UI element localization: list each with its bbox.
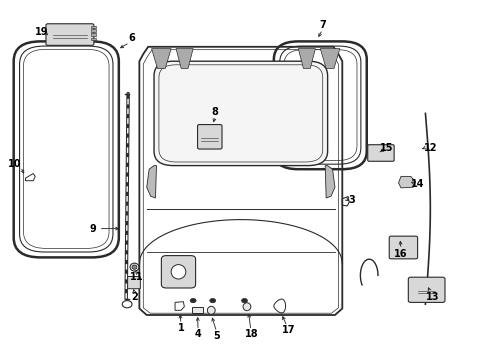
Text: 6: 6 — [128, 33, 135, 43]
Ellipse shape — [171, 265, 185, 279]
Text: 12: 12 — [423, 143, 436, 153]
Polygon shape — [176, 49, 193, 68]
Text: 8: 8 — [211, 107, 218, 117]
Circle shape — [122, 301, 132, 308]
Bar — [91, 38, 96, 40]
FancyBboxPatch shape — [154, 61, 327, 166]
Ellipse shape — [132, 265, 137, 269]
Text: 10: 10 — [8, 159, 21, 169]
Text: 9: 9 — [89, 224, 96, 234]
Text: 15: 15 — [379, 143, 392, 153]
Text: 2: 2 — [131, 292, 138, 302]
Text: 3: 3 — [348, 195, 355, 205]
Text: 19: 19 — [35, 27, 48, 37]
Polygon shape — [146, 166, 156, 198]
Polygon shape — [320, 49, 339, 68]
Polygon shape — [298, 49, 315, 68]
Bar — [91, 29, 96, 32]
Circle shape — [209, 298, 215, 303]
Text: 14: 14 — [410, 179, 424, 189]
Polygon shape — [151, 49, 171, 68]
Polygon shape — [398, 176, 415, 188]
Ellipse shape — [130, 263, 139, 271]
Text: 11: 11 — [130, 272, 143, 282]
FancyBboxPatch shape — [388, 236, 417, 259]
Bar — [91, 26, 96, 28]
Text: 7: 7 — [319, 20, 325, 30]
Bar — [91, 33, 96, 36]
FancyBboxPatch shape — [192, 307, 203, 313]
FancyBboxPatch shape — [367, 145, 393, 161]
FancyBboxPatch shape — [407, 277, 444, 302]
Circle shape — [190, 298, 196, 303]
Polygon shape — [325, 166, 334, 198]
FancyBboxPatch shape — [161, 256, 195, 288]
Ellipse shape — [243, 303, 250, 311]
FancyBboxPatch shape — [46, 24, 94, 45]
FancyBboxPatch shape — [127, 276, 140, 289]
FancyBboxPatch shape — [197, 125, 222, 149]
Ellipse shape — [207, 306, 215, 314]
Text: 4: 4 — [194, 329, 201, 339]
Text: 13: 13 — [425, 292, 439, 302]
Text: 18: 18 — [244, 329, 258, 339]
Circle shape — [241, 298, 247, 303]
Text: 1: 1 — [177, 323, 184, 333]
Text: 17: 17 — [281, 325, 295, 336]
Text: 5: 5 — [213, 330, 220, 341]
Text: 16: 16 — [393, 249, 407, 259]
